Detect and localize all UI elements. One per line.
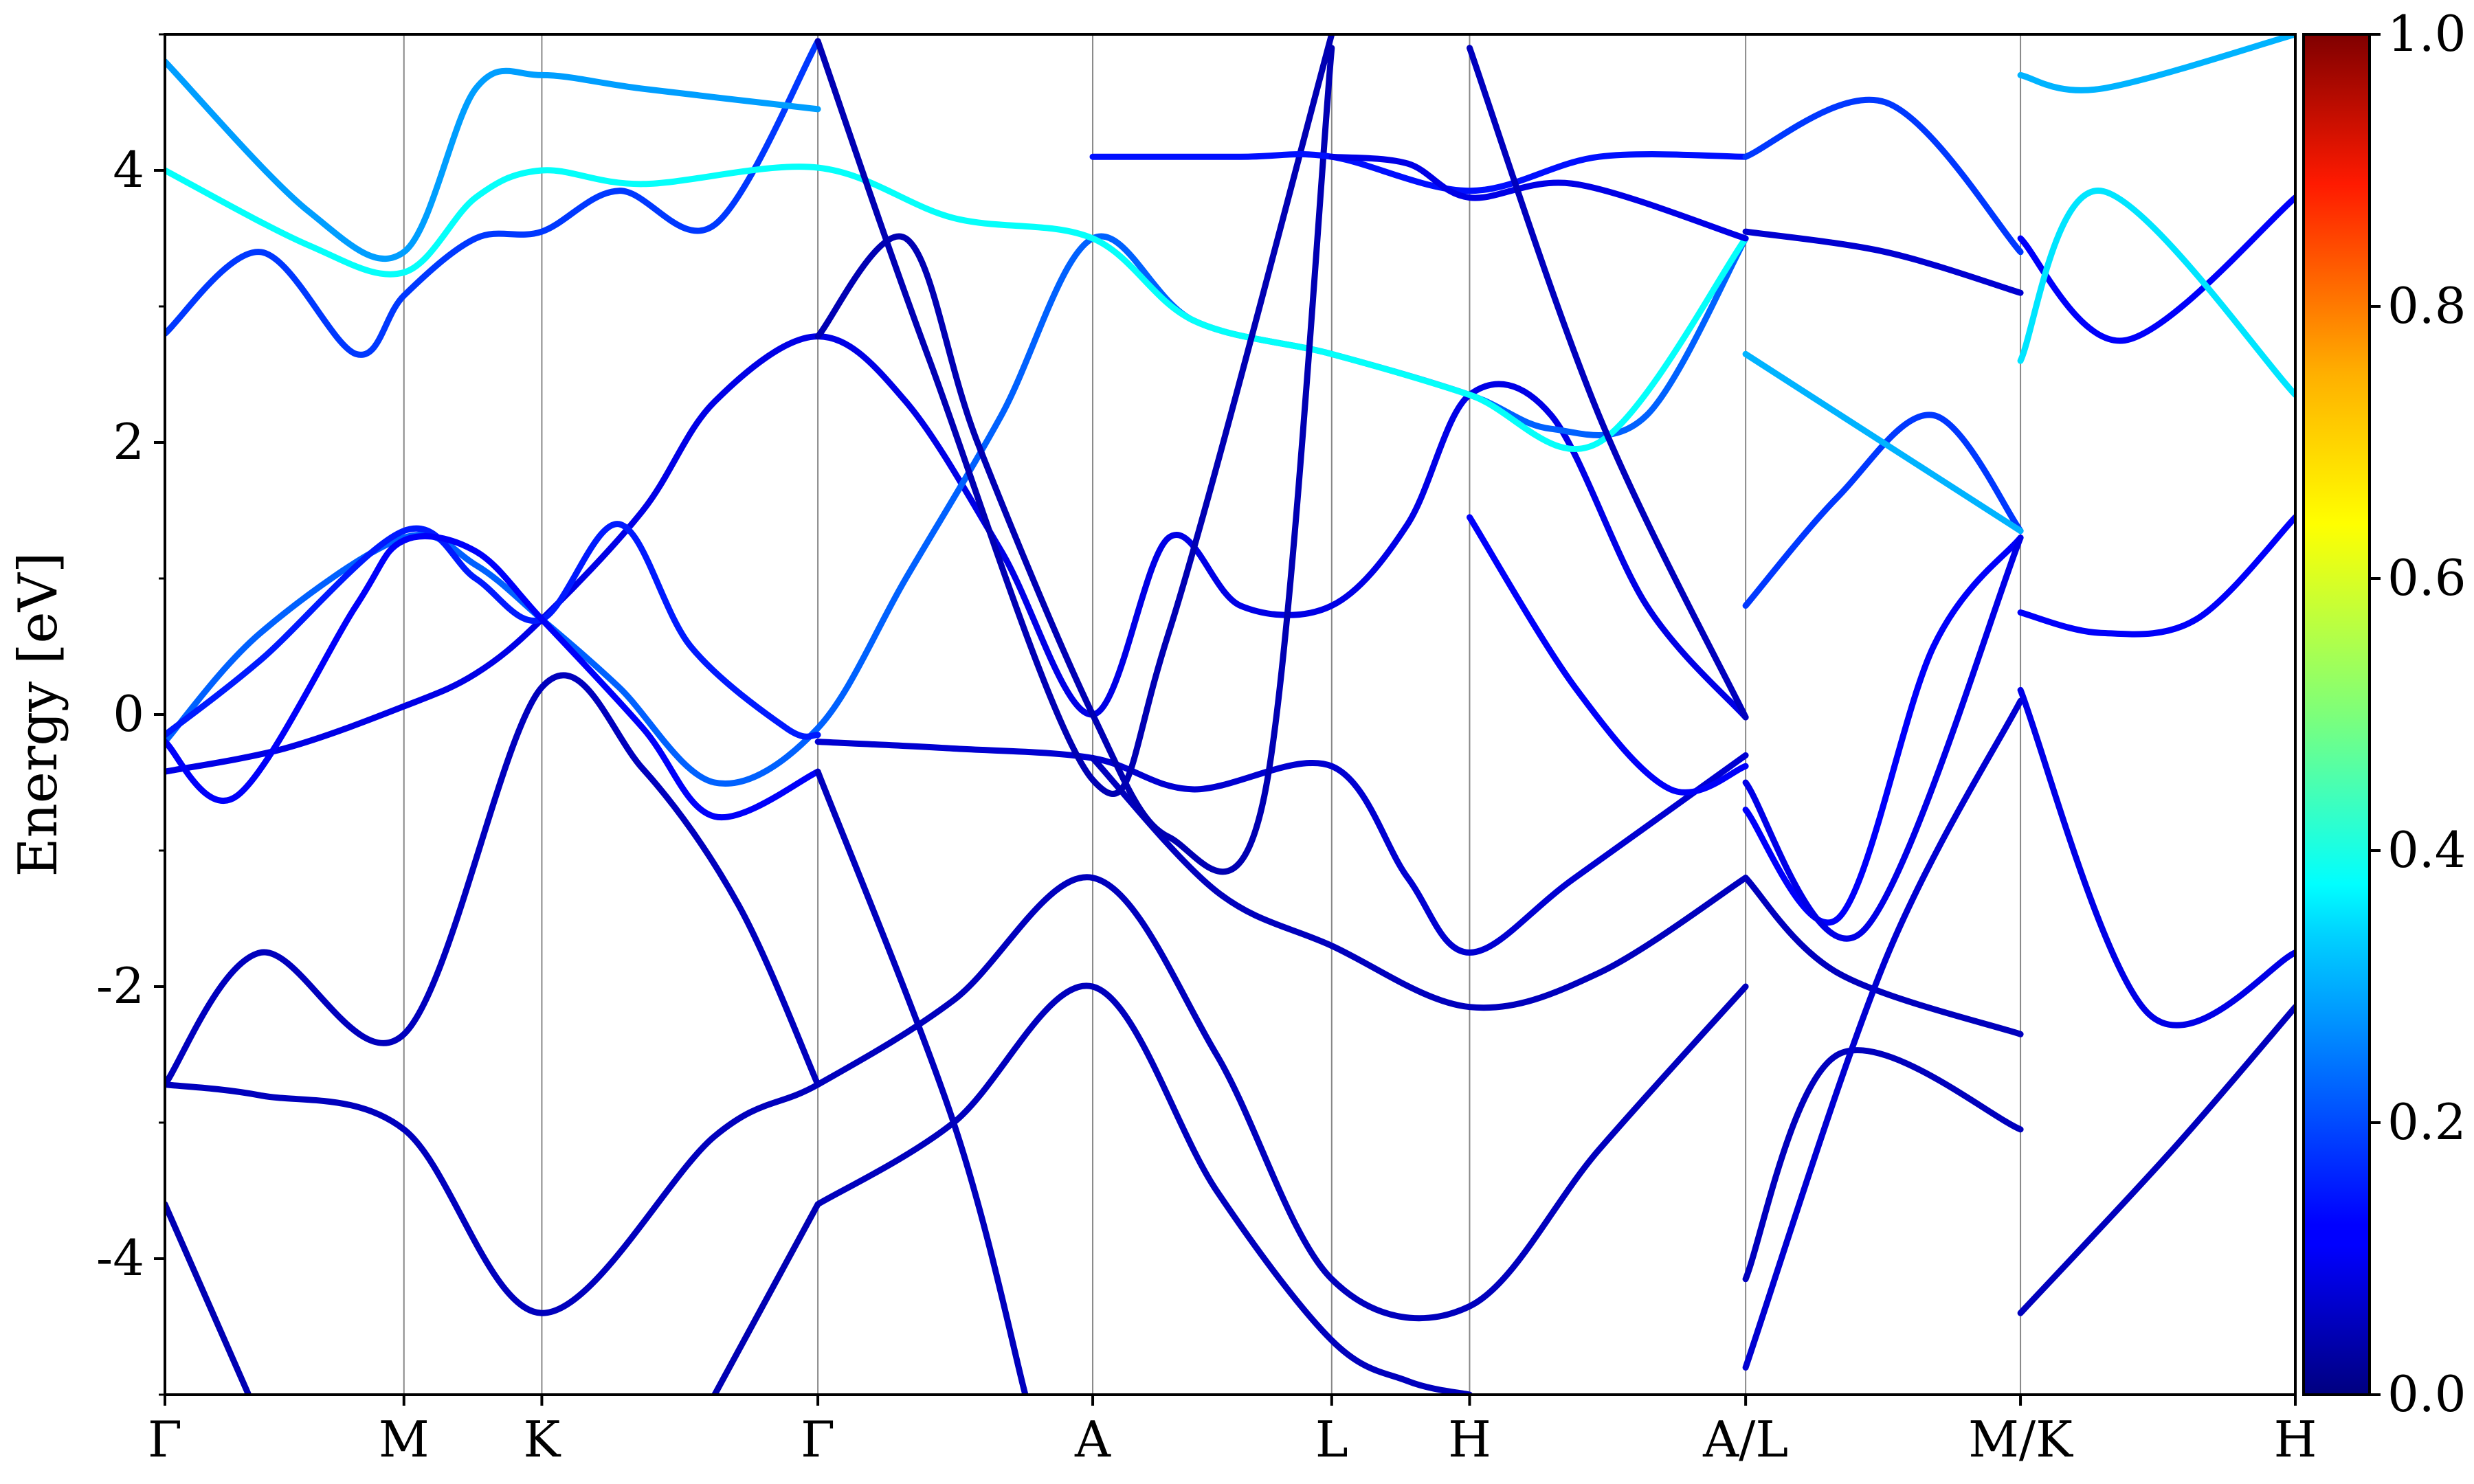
- colorbar-tick-label: 0.0: [2387, 1365, 2466, 1423]
- colorbar-tick-label: 0.6: [2387, 549, 2466, 607]
- band-line: [1467, 514, 1749, 796]
- x-tick-label: Γ: [801, 1410, 835, 1468]
- band-line: [165, 874, 1749, 1322]
- colorbar-tick-label: 0.2: [2387, 1093, 2466, 1151]
- x-tick-label: A: [1074, 1410, 1111, 1468]
- y-axis-ticks: 4 2 0 -2 -4: [96, 33, 165, 1396]
- band-line: [1742, 535, 2024, 926]
- band-line: [1742, 1047, 2024, 1283]
- band-line: [1467, 45, 1749, 721]
- x-tick-label: H: [2274, 1410, 2317, 1468]
- band-line: [1742, 875, 2024, 1037]
- band-line: [2017, 188, 2295, 398]
- band-line: [1742, 228, 2024, 296]
- band-line: [814, 45, 1335, 875]
- band-line: [165, 333, 1749, 775]
- band-line: [1328, 153, 1749, 242]
- band-line: [165, 1201, 252, 1395]
- band-line: [711, 1201, 821, 1395]
- band-line: [165, 233, 1749, 787]
- band-line: [2017, 34, 2295, 93]
- band-line: [814, 982, 1473, 1395]
- y-axis-title: Energy [eV]: [8, 552, 69, 877]
- x-tick-label: L: [1315, 1410, 1348, 1468]
- band-line: [1742, 96, 2024, 256]
- y-tick-label: 4: [113, 141, 144, 199]
- y-tick-label: -2: [96, 957, 144, 1015]
- band-line: [814, 739, 1749, 956]
- band-line: [2017, 1004, 2295, 1316]
- x-axis-ticks: Γ M K Γ A L H A/L M/K H: [148, 1395, 2317, 1468]
- x-tick-label: H: [1448, 1410, 1491, 1468]
- band-line: [165, 533, 821, 821]
- y-tick-label: 0: [113, 685, 144, 743]
- band-line: [165, 672, 821, 1088]
- x-tick-label: M/K: [1968, 1410, 2073, 1468]
- colorbar-tick-label: 0.4: [2387, 821, 2466, 879]
- band-line: [165, 164, 1749, 453]
- band-line: [2017, 686, 2295, 1028]
- band-line: [814, 768, 1029, 1395]
- colorbar-tick-label: 1.0: [2387, 5, 2466, 63]
- band-line: [165, 38, 821, 358]
- band-line: [2017, 514, 2295, 638]
- y-tick-label: -4: [96, 1229, 144, 1287]
- band-line: [1742, 350, 2024, 535]
- colorbar-ticks: 0.0 0.2 0.4 0.6 0.8 1.0: [2370, 5, 2466, 1423]
- x-tick-label: A/L: [1702, 1410, 1788, 1468]
- x-tick-label: K: [524, 1410, 561, 1468]
- band-line: [1742, 697, 2024, 1371]
- band-line: [814, 34, 1335, 797]
- x-tick-label: Γ: [148, 1410, 182, 1468]
- x-tick-label: M: [379, 1410, 430, 1468]
- colorbar: [2302, 33, 2371, 1396]
- band-lines: [165, 34, 2295, 1395]
- y-tick-label: 2: [113, 413, 144, 471]
- band-line: [1089, 754, 1749, 1011]
- band-line: [165, 58, 821, 262]
- colorbar-tick-label: 0.8: [2387, 277, 2466, 335]
- band-line: [1742, 412, 2024, 609]
- band-line: [2017, 194, 2295, 344]
- kpath-gridlines: [403, 34, 2022, 1395]
- band-line: [1742, 535, 2024, 942]
- band-line: [1089, 151, 1749, 194]
